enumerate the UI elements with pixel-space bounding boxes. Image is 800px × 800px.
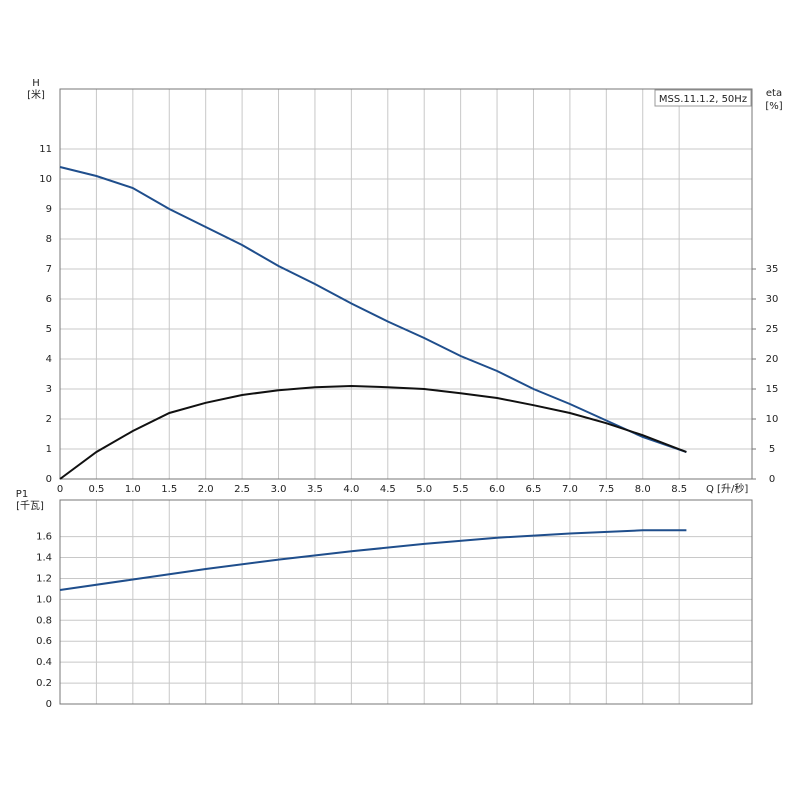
y-axis-label: H [32,78,40,89]
legend-text: MSS.11.1.2, 50Hz [659,94,747,105]
y-tick-label: 1.6 [36,532,52,543]
y-tick-label: 1 [46,444,52,455]
y-tick-label: 8 [46,234,52,245]
y-tick-label: 6 [46,294,52,305]
x-tick-label: 6.5 [526,484,542,495]
y-tick-label: 10 [39,174,52,185]
x-tick-label: 6.0 [489,484,505,495]
plot-frame [59,499,753,705]
y2-axis-label: eta [766,88,782,99]
x-tick-label: 3.5 [307,484,323,495]
y-axis-unit: [米] [27,88,45,101]
y2-tick-label: 0 [769,474,775,485]
y-axis-label: P1 [16,489,28,500]
x-tick-label: 5.5 [453,484,469,495]
curve [59,529,687,591]
x-tick-label: 5.0 [416,484,432,495]
y2-tick-label: 10 [766,414,779,425]
y-tick-label: 9 [46,204,52,215]
x-tick-label: 1.0 [125,484,141,495]
x-tick-label: 8.5 [671,484,687,495]
y2-axis-unit: [%] [765,101,782,112]
y-tick-label: 3 [46,384,52,395]
y-tick-label: 5 [46,324,52,335]
x-tick-label: 7.0 [562,484,578,495]
y2-tick-label: 30 [766,294,779,305]
y-axis-unit: [千瓦] [16,500,44,512]
x-tick-label: 0.5 [88,484,104,495]
x-axis-label: Q [升/秒] [706,482,748,495]
y-tick-label: 0 [46,474,52,485]
y-tick-label: 1.2 [36,573,52,584]
y2-tick-label: 5 [769,444,775,455]
y2-tick-label: 25 [766,324,779,335]
x-tick-label: 2.5 [234,484,250,495]
plot-frame [59,88,753,480]
y-tick-label: 11 [39,144,52,155]
x-tick-label: 8.0 [635,484,651,495]
y-tick-label: 0.4 [36,657,52,668]
y-tick-label: 1.4 [36,553,52,564]
y2-tick-label: 35 [766,264,779,275]
x-tick-label: 4.0 [343,484,359,495]
y2-tick-label: 15 [766,384,779,395]
y-tick-label: 0.6 [36,636,52,647]
y-tick-label: 2 [46,414,52,425]
curve [59,166,687,453]
x-tick-label: 3.0 [271,484,287,495]
y-tick-label: 7 [46,264,52,275]
y-tick-label: 0 [46,699,52,710]
y-tick-label: 4 [46,354,52,365]
legend-box [654,89,752,107]
y2-tick-label: 20 [766,354,779,365]
curve [59,384,687,480]
y-tick-label: 1.0 [36,594,52,605]
x-tick-label: 7.5 [598,484,614,495]
x-tick-label: 1.5 [161,484,177,495]
y-tick-label: 0.2 [36,678,52,689]
y-tick-label: 0.8 [36,615,52,626]
x-tick-label: 4.5 [380,484,396,495]
x-tick-label: 0 [57,484,63,495]
x-tick-label: 2.0 [198,484,214,495]
